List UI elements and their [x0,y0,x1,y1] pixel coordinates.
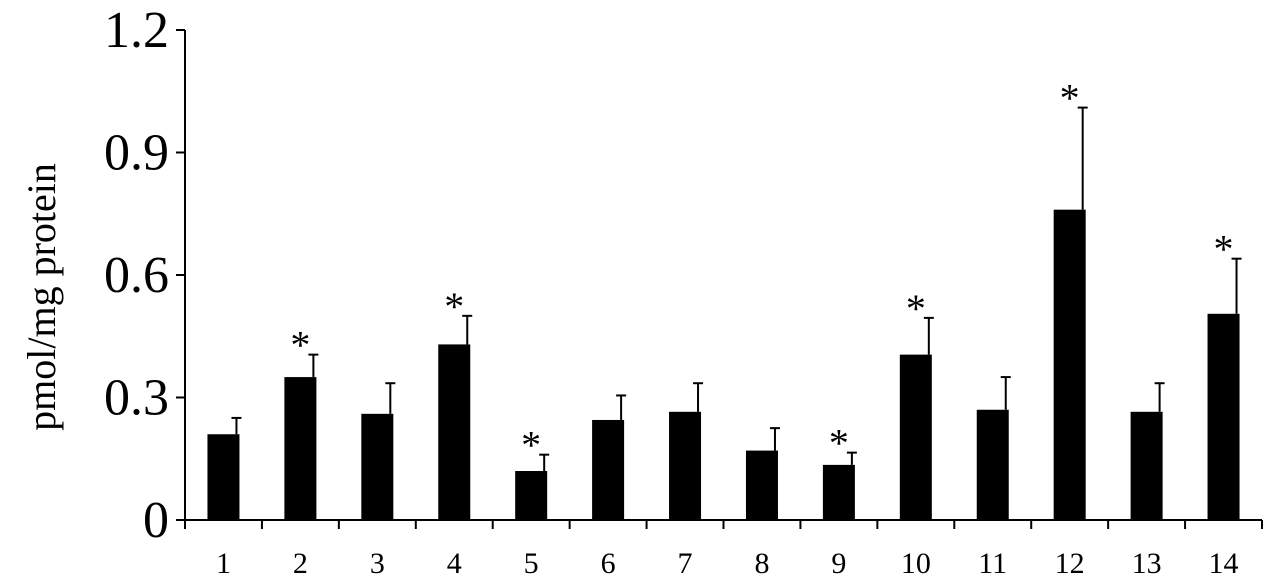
y-tick-label: 0.9 [104,125,169,182]
bar [745,450,778,520]
bar [1053,209,1086,520]
bar [207,434,240,520]
bar [592,419,625,520]
x-tick-label: 13 [1132,547,1162,580]
bar [515,471,548,520]
x-tick-label: 14 [1209,547,1239,580]
y-axis-ticks: 0 0.3 0.6 0.9 1.2 [104,2,185,549]
x-tick-label: 1 [216,547,231,580]
significance-marker: * [521,423,541,468]
bar [1207,313,1240,520]
x-tick-label: 11 [978,547,1007,580]
bar [899,354,932,520]
x-tick-label: 9 [831,547,846,580]
y-tick-label: 1.2 [104,2,169,59]
y-tick-label: 0.3 [104,370,169,427]
bar [361,413,394,520]
significance-marker: * [290,323,310,368]
significance-marker: * [444,284,464,329]
bar [438,344,471,520]
x-tick-label: 5 [524,547,539,580]
bar [822,464,855,520]
significance-marker: * [1060,76,1080,121]
bar [669,411,702,520]
x-tick-label: 6 [601,547,616,580]
bar [284,377,317,520]
significance-marker: * [906,286,926,331]
x-tick-label: 12 [1055,547,1085,580]
bar [976,409,1009,520]
axes [184,30,1262,521]
y-tick-label: 0 [143,492,169,549]
x-tick-label: 8 [754,547,769,580]
x-axis-ticks: 1 2 3 4 5 6 7 8 9 10 11 12 13 14 [184,520,1263,580]
significance-marker: * [829,421,849,466]
significance-marker: * [1214,227,1234,272]
x-tick-label: 3 [370,547,385,580]
x-tick-label: 7 [678,547,693,580]
bars: * * * * * * * [207,76,1242,520]
x-tick-label: 2 [293,547,308,580]
x-tick-label: 4 [447,547,462,580]
bar [1130,411,1163,520]
y-axis-label: pmol/mg protein [19,163,64,431]
x-tick-label: 10 [901,547,931,580]
y-tick-label: 0.6 [104,247,169,304]
